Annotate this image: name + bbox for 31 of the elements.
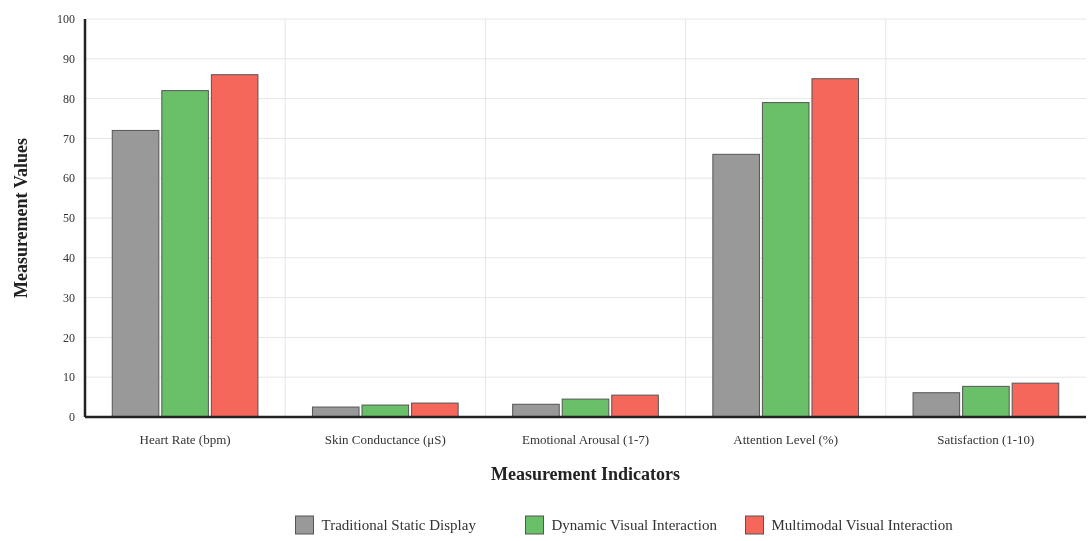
legend-label: Multimodal Visual Interaction: [771, 517, 954, 534]
bar: [712, 153, 760, 418]
bar: [1011, 382, 1060, 418]
bar: [210, 74, 259, 418]
y-tick-label: 10: [63, 370, 75, 385]
bar: [411, 402, 459, 418]
y-tick-label: 30: [63, 290, 75, 305]
x-tick-label: Satisfaction (1-10): [937, 432, 1035, 447]
y-tick-label: 20: [63, 330, 75, 345]
y-tick-label: 0: [69, 410, 75, 425]
bar: [912, 392, 961, 418]
bar: [111, 129, 160, 418]
y-tick-label: 50: [63, 211, 75, 226]
y-tick-label: 40: [63, 251, 75, 265]
bar: [161, 90, 209, 418]
bar: [561, 398, 610, 418]
x-tick-label: Emotional Arousal (1-7): [521, 432, 650, 447]
bar: [611, 394, 659, 418]
y-tick-label: 90: [63, 52, 75, 66]
y-tick-label: 60: [63, 171, 75, 186]
x-axis-title: Measurement Indicators: [490, 464, 681, 484]
x-tick-label: Attention Level (%): [733, 432, 839, 447]
y-tick-label: 100: [57, 12, 75, 27]
y-tick-label: 70: [63, 131, 75, 146]
y-axis-title: Measurement Values: [11, 137, 31, 299]
y-tick-label: 80: [63, 91, 75, 106]
legend-label: Dynamic Visual Interaction: [551, 517, 718, 534]
x-tick-label: Skin Conductance (μS): [324, 432, 446, 447]
x-tick-label: Heart Rate (bpm): [139, 432, 231, 447]
legend-label: Traditional Static Display: [321, 517, 477, 534]
bar: [962, 385, 1010, 418]
